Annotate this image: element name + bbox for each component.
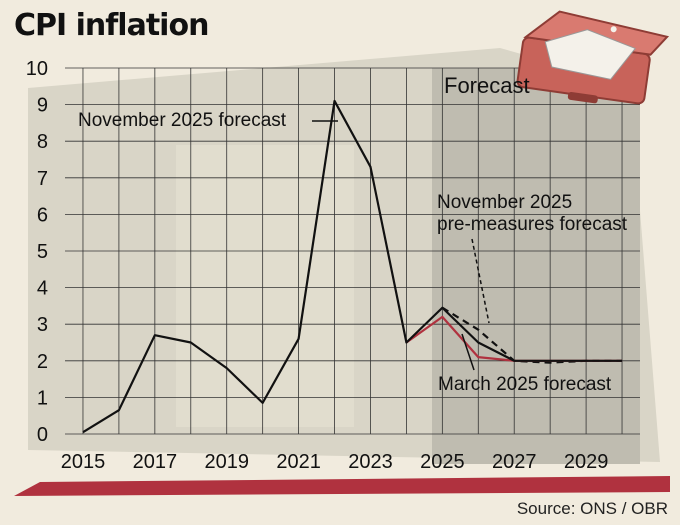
x-tick-label: 2027 [492, 451, 537, 473]
series-group [82, 99, 623, 434]
x-tick-label: 2017 [133, 451, 178, 473]
x-tick-label: 2021 [276, 451, 321, 473]
briefcase-icon [516, 10, 670, 105]
window-decoration [176, 145, 354, 427]
y-tick-label: 2 [37, 351, 48, 373]
annotation-pre-measures-line2: pre-measures forecast [437, 214, 628, 235]
y-tick-label: 5 [37, 241, 48, 263]
y-tick-label: 10 [26, 58, 48, 80]
y-tick-label: 6 [37, 204, 48, 226]
chart-title: CPI inflation [14, 8, 209, 43]
x-tick-label: 2019 [204, 451, 249, 473]
y-tick-label: 3 [37, 314, 48, 336]
forecast-label: Forecast [444, 73, 530, 98]
mar-forecast-leader [461, 333, 475, 371]
annotation-nov-forecast: November 2025 forecast [78, 110, 287, 131]
series-line-0 [82, 99, 623, 434]
y-tick-label: 7 [37, 168, 48, 190]
x-tick-label: 2025 [420, 451, 465, 473]
forecast-region [432, 68, 640, 464]
pre-measures-leader [471, 238, 490, 324]
x-tick-label: 2015 [61, 451, 106, 473]
y-tick-label: 1 [37, 387, 48, 409]
x-axis: 2015 2017 2019 2021 2023 2025 2027 2029 [61, 451, 609, 473]
y-tick-label: 8 [37, 131, 48, 153]
accent-bar [14, 476, 670, 496]
x-tick-label: 2023 [348, 451, 393, 473]
y-axis: 0 1 2 3 4 5 6 7 8 9 10 [26, 58, 48, 446]
source-note: Source: ONS / OBR [516, 499, 668, 518]
x-tick-label: 2029 [564, 451, 609, 473]
y-tick-label: 0 [37, 424, 48, 446]
y-tick-label: 4 [37, 278, 48, 300]
annotation-pre-measures-line1: November 2025 [437, 192, 573, 213]
annotation-mar-forecast: March 2025 forecast [438, 374, 612, 395]
y-tick-label: 9 [37, 95, 48, 117]
